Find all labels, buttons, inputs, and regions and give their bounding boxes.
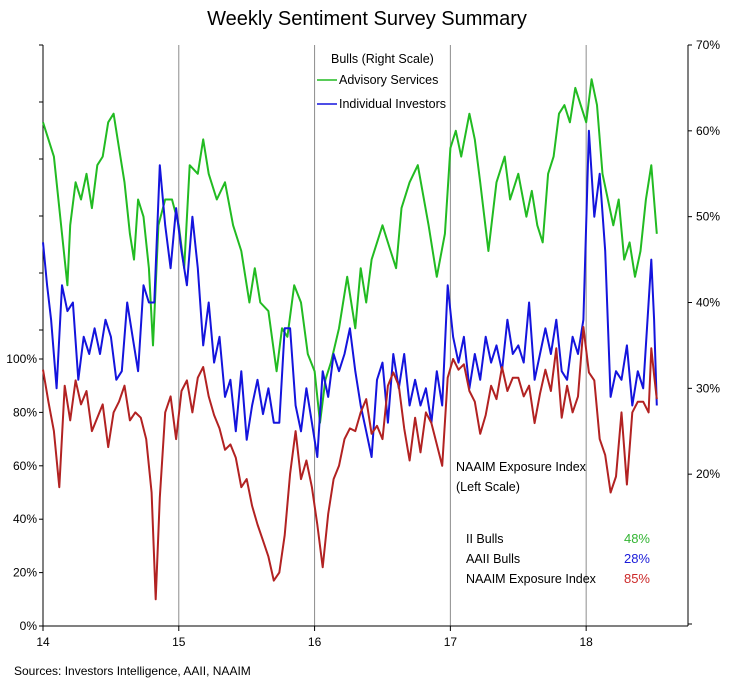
latest-values-panel: II Bulls 48% AAII Bulls 28% NAAIM Exposu… [466, 531, 650, 586]
left-tick-label: 40% [13, 512, 37, 526]
latest-label-aaii: AAII Bulls [466, 552, 520, 566]
latest-value-ii: 48% [624, 531, 650, 546]
right-tick-label: 40% [696, 296, 720, 310]
left-tick-label: 100% [6, 352, 37, 366]
source-note: Sources: Investors Intelligence, AAII, N… [14, 664, 251, 678]
legend: Bulls (Right Scale) Advisory Services In… [317, 52, 446, 111]
x-tick-label: 16 [308, 635, 322, 649]
right-tick-label: 20% [696, 467, 720, 481]
left-tick-label: 80% [13, 405, 37, 419]
series-lines [42, 78, 658, 601]
right-tick-label: 30% [696, 381, 720, 395]
chart-title: Weekly Sentiment Survey Summary [207, 8, 527, 30]
legend-label-advisory: Advisory Services [339, 73, 438, 87]
naaim-label-line2: (Left Scale) [456, 480, 520, 494]
x-tick-label: 17 [444, 635, 458, 649]
latest-label-ii: II Bulls [466, 532, 504, 546]
latest-value-aaii: 28% [624, 551, 650, 566]
x-tick-label: 18 [579, 635, 593, 649]
latest-value-naaim: 85% [624, 571, 650, 586]
right-tick-label: 60% [696, 124, 720, 138]
left-axis-ticks: 0% 20% 40% 60% 80% 100% [6, 44, 43, 633]
right-tick-label: 70% [696, 38, 720, 52]
left-tick-label: 0% [20, 619, 38, 633]
series-line-advisory-services [42, 78, 658, 424]
x-tick-label: 14 [36, 635, 50, 649]
left-tick-label: 20% [13, 566, 37, 580]
year-gridlines [178, 45, 587, 626]
naaim-label-line1: NAAIM Exposure Index [456, 460, 587, 474]
legend-label-individual: Individual Investors [339, 97, 446, 111]
series-line-naaim-exposure-index [42, 326, 658, 601]
right-tick-label: 50% [696, 210, 720, 224]
x-tick-label: 15 [172, 635, 186, 649]
legend-title: Bulls (Right Scale) [331, 52, 434, 66]
x-axis-ticks: 14 15 16 17 18 [36, 626, 593, 649]
chart-axes [42, 45, 689, 627]
left-tick-label: 60% [13, 459, 37, 473]
series-line-individual-investors [42, 129, 658, 458]
latest-label-naaim: NAAIM Exposure Index [466, 572, 597, 586]
right-axis-ticks: 20% 30% 40% 50% 60% 70% [688, 38, 720, 625]
